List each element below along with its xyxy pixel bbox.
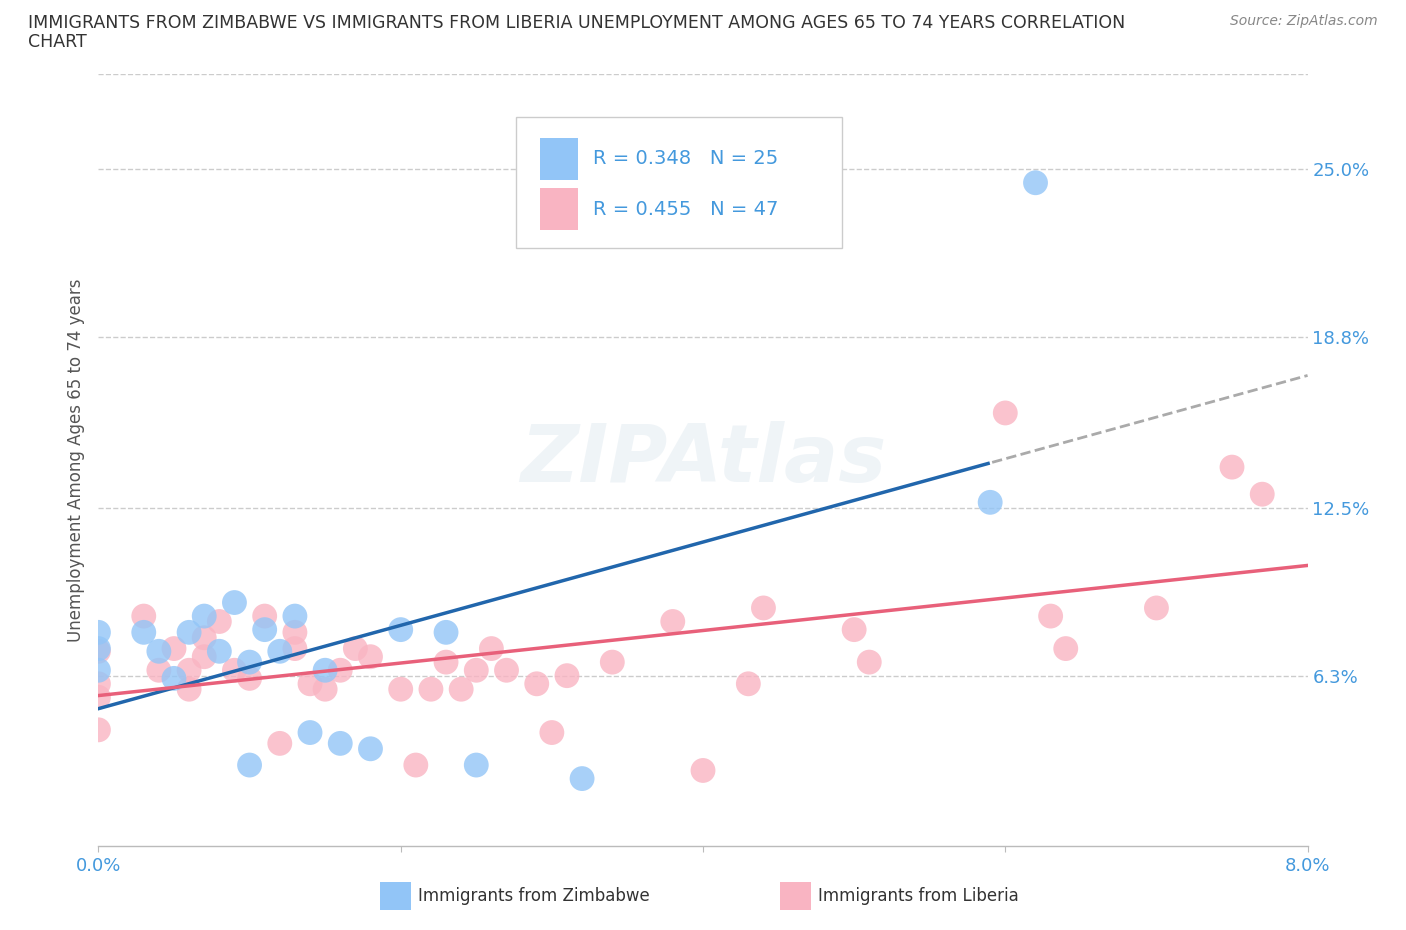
Point — [269, 736, 291, 751]
Point — [737, 676, 759, 691]
Point — [87, 663, 110, 678]
Point — [87, 723, 110, 737]
Point — [299, 676, 322, 691]
Point — [526, 676, 548, 691]
Point — [87, 644, 110, 658]
Text: ZIPAtlas: ZIPAtlas — [520, 421, 886, 499]
Text: Source: ZipAtlas.com: Source: ZipAtlas.com — [1230, 14, 1378, 28]
FancyBboxPatch shape — [540, 188, 578, 231]
Point — [844, 622, 866, 637]
Point — [284, 608, 307, 623]
Point — [239, 671, 262, 685]
Point — [434, 625, 457, 640]
Point — [163, 671, 186, 685]
Point — [1025, 175, 1047, 190]
Point — [239, 758, 262, 773]
Point — [163, 641, 186, 656]
Point — [179, 682, 201, 697]
Point — [1054, 641, 1077, 656]
Point — [979, 495, 1001, 510]
Text: CHART: CHART — [28, 33, 87, 50]
Point — [299, 725, 322, 740]
Point — [329, 736, 352, 751]
Point — [389, 682, 412, 697]
Text: R = 0.455   N = 47: R = 0.455 N = 47 — [593, 200, 779, 219]
Point — [389, 622, 412, 637]
Point — [314, 663, 336, 678]
Point — [193, 631, 215, 645]
Point — [87, 641, 110, 656]
Point — [329, 663, 352, 678]
Point — [193, 608, 215, 623]
Point — [1039, 608, 1062, 623]
Point — [132, 625, 155, 640]
Point — [269, 644, 291, 658]
Point — [450, 682, 472, 697]
Point — [405, 758, 427, 773]
Text: IMMIGRANTS FROM ZIMBABWE VS IMMIGRANTS FROM LIBERIA UNEMPLOYMENT AMONG AGES 65 T: IMMIGRANTS FROM ZIMBABWE VS IMMIGRANTS F… — [28, 14, 1125, 32]
Point — [253, 622, 276, 637]
Point — [752, 601, 775, 616]
Point — [555, 669, 578, 684]
Point — [465, 758, 488, 773]
Point — [602, 655, 624, 670]
Point — [239, 655, 262, 670]
Point — [87, 625, 110, 640]
Point — [344, 641, 367, 656]
Point — [1146, 601, 1168, 616]
Point — [858, 655, 880, 670]
Point — [224, 595, 246, 610]
Point — [314, 682, 336, 697]
FancyBboxPatch shape — [516, 117, 842, 248]
Point — [994, 405, 1017, 420]
Point — [224, 663, 246, 678]
Point — [540, 725, 562, 740]
Point — [1220, 459, 1243, 474]
Point — [208, 644, 231, 658]
Point — [571, 771, 593, 786]
Point — [1251, 486, 1274, 501]
Point — [87, 690, 110, 705]
Point — [434, 655, 457, 670]
Point — [193, 649, 215, 664]
FancyBboxPatch shape — [540, 138, 578, 180]
Point — [481, 641, 503, 656]
Text: R = 0.348   N = 25: R = 0.348 N = 25 — [593, 150, 778, 168]
Text: Immigrants from Liberia: Immigrants from Liberia — [818, 886, 1019, 905]
Point — [465, 663, 488, 678]
Point — [284, 641, 307, 656]
Text: Immigrants from Zimbabwe: Immigrants from Zimbabwe — [418, 886, 650, 905]
Point — [208, 614, 231, 629]
Point — [284, 625, 307, 640]
Point — [360, 741, 382, 756]
Point — [148, 644, 170, 658]
Point — [179, 663, 201, 678]
Point — [179, 625, 201, 640]
Point — [661, 614, 683, 629]
Point — [495, 663, 517, 678]
Point — [360, 649, 382, 664]
Point — [87, 676, 110, 691]
Point — [420, 682, 443, 697]
Point — [148, 663, 170, 678]
Point — [253, 608, 276, 623]
Y-axis label: Unemployment Among Ages 65 to 74 years: Unemployment Among Ages 65 to 74 years — [66, 279, 84, 642]
Point — [692, 763, 714, 777]
Point — [132, 608, 155, 623]
